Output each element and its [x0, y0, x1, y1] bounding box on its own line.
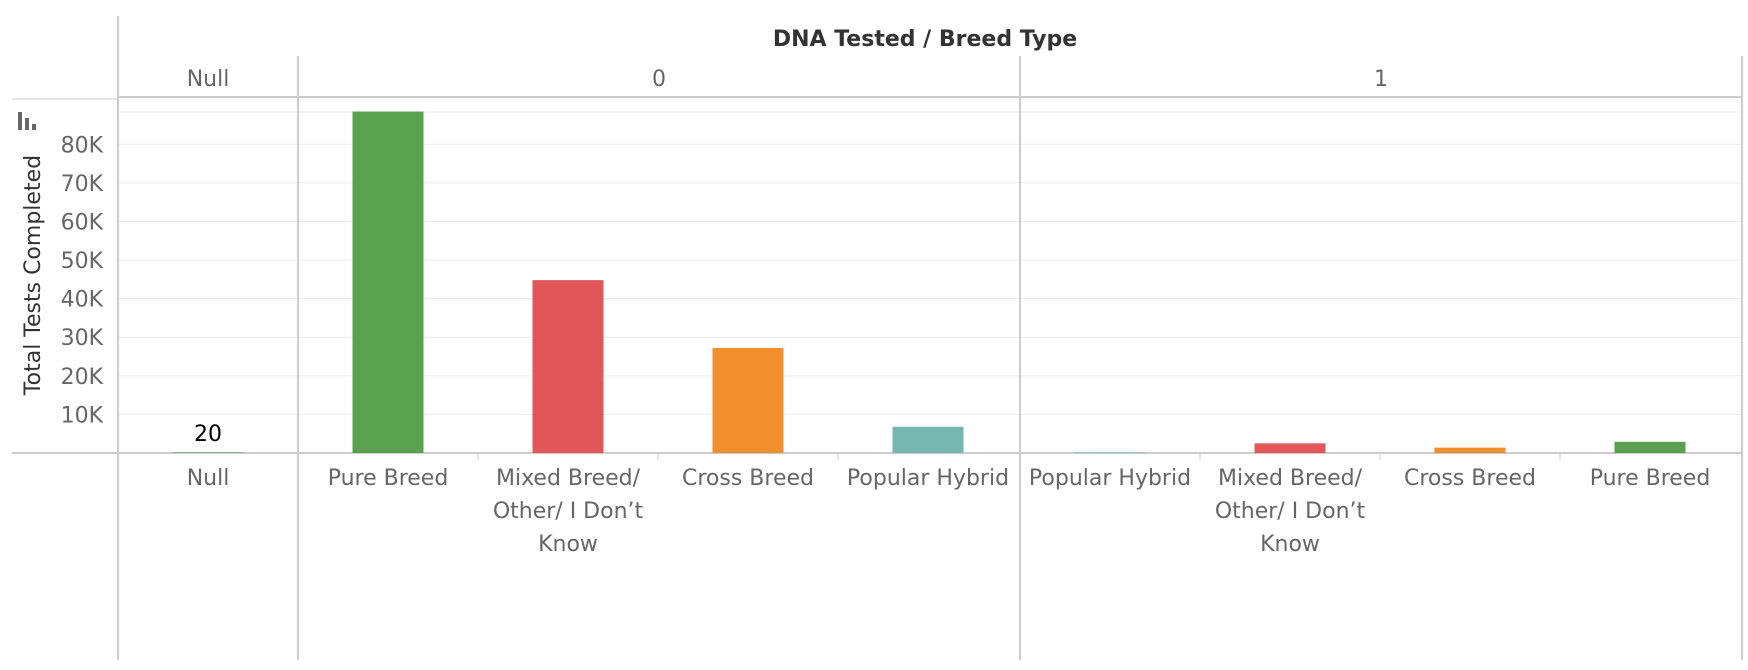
y-tick-label: 70K [61, 172, 104, 197]
x-category-label-line: Know [538, 532, 598, 557]
x-category-label: Popular Hybrid [1029, 466, 1191, 491]
data-label: 20 [194, 422, 222, 447]
x-category-label-line: Pure Breed [328, 466, 449, 491]
label-layer: DNA Tested / Breed Type Total Tests Comp… [21, 27, 1710, 557]
bar[interactable] [1614, 441, 1686, 453]
x-category-label-line: Null [187, 466, 230, 491]
x-category-label: Popular Hybrid [847, 466, 1009, 491]
x-category-label-line: Know [1260, 532, 1320, 557]
bar[interactable] [532, 280, 604, 453]
x-category-label-line: Cross Breed [682, 466, 814, 491]
x-category-label: Mixed Breed/Other/ I Don’t Know [1215, 466, 1366, 557]
sort-icon[interactable] [18, 112, 36, 130]
x-category-label-line: Mixed Breed/ [1218, 466, 1363, 491]
y-tick-label: 40K [61, 288, 104, 313]
x-category-label-line: Popular Hybrid [847, 466, 1009, 491]
x-category-label: Null [187, 466, 230, 491]
x-category-label: Cross Breed [682, 466, 814, 491]
group-header-label: 1 [1374, 67, 1388, 92]
x-category-label-line: Other/ I Don’t [1215, 499, 1366, 524]
x-category-label: Mixed Breed/Other/ I Don’t Know [493, 466, 644, 557]
x-category-label: Cross Breed [1404, 466, 1536, 491]
x-category-label-line: Cross Breed [1404, 466, 1536, 491]
y-tick-label: 50K [61, 249, 104, 274]
bar[interactable] [1074, 452, 1146, 453]
frame-layer [12, 16, 1743, 660]
bar[interactable] [712, 348, 784, 453]
y-tick-label: 60K [61, 210, 104, 235]
bar[interactable] [1254, 443, 1326, 453]
bar-layer [172, 111, 1686, 454]
x-category-label-line: Popular Hybrid [1029, 466, 1191, 491]
y-tick-label: 10K [61, 403, 104, 428]
x-category-label: Pure Breed [1590, 466, 1711, 491]
x-category-label-line: Pure Breed [1590, 466, 1711, 491]
y-axis-title: Total Tests Completed [21, 155, 46, 396]
x-category-label-line: Mixed Breed/ [496, 466, 641, 491]
bar[interactable] [892, 426, 964, 453]
y-tick-label: 30K [61, 326, 104, 351]
x-category-label: Pure Breed [328, 466, 449, 491]
group-header-label: Null [187, 67, 230, 92]
chart-title: DNA Tested / Breed Type [773, 27, 1077, 52]
y-tick-label: 80K [61, 133, 104, 158]
y-tick-label: 20K [61, 365, 104, 390]
x-category-label-line: Other/ I Don’t [493, 499, 644, 524]
bar[interactable] [1434, 447, 1506, 453]
group-header-label: 0 [652, 67, 666, 92]
bar[interactable] [172, 452, 244, 454]
bar[interactable] [352, 111, 424, 453]
